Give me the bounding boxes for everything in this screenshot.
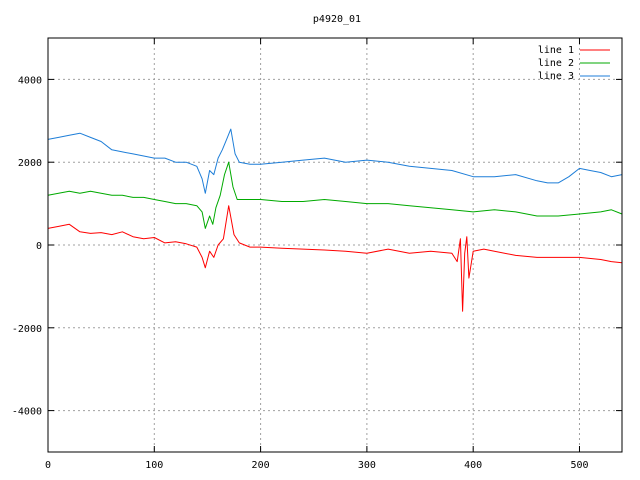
series-line-2 bbox=[47, 161, 623, 229]
legend: line 1 line 2 line 3 bbox=[538, 45, 610, 82]
x-tick-label: 100 bbox=[145, 460, 163, 471]
x-tick-label: 400 bbox=[464, 460, 482, 471]
y-tick-label: 2000 bbox=[18, 158, 42, 169]
legend-label-3: line 3 bbox=[538, 71, 574, 82]
series-line-1 bbox=[47, 205, 623, 312]
y-tick-label: -4000 bbox=[12, 407, 42, 418]
y-tick-label: -2000 bbox=[12, 324, 42, 335]
axis-ticks: 0 100 200 300 400 500 -4000 -2000 0 2000 4000 bbox=[12, 38, 622, 471]
y-tick-label: 4000 bbox=[18, 75, 42, 86]
x-tick-label: 500 bbox=[570, 460, 588, 471]
series-group bbox=[47, 128, 623, 312]
grid bbox=[48, 38, 622, 452]
legend-label-2: line 2 bbox=[538, 58, 574, 69]
x-tick-label: 200 bbox=[252, 460, 270, 471]
legend-label-1: line 1 bbox=[538, 45, 574, 56]
x-tick-label: 300 bbox=[358, 460, 376, 471]
y-tick-label: 0 bbox=[36, 241, 42, 252]
chart-title: p4920_01 bbox=[313, 14, 361, 25]
series-line-3 bbox=[47, 128, 623, 194]
x-tick-label: 0 bbox=[45, 460, 51, 471]
